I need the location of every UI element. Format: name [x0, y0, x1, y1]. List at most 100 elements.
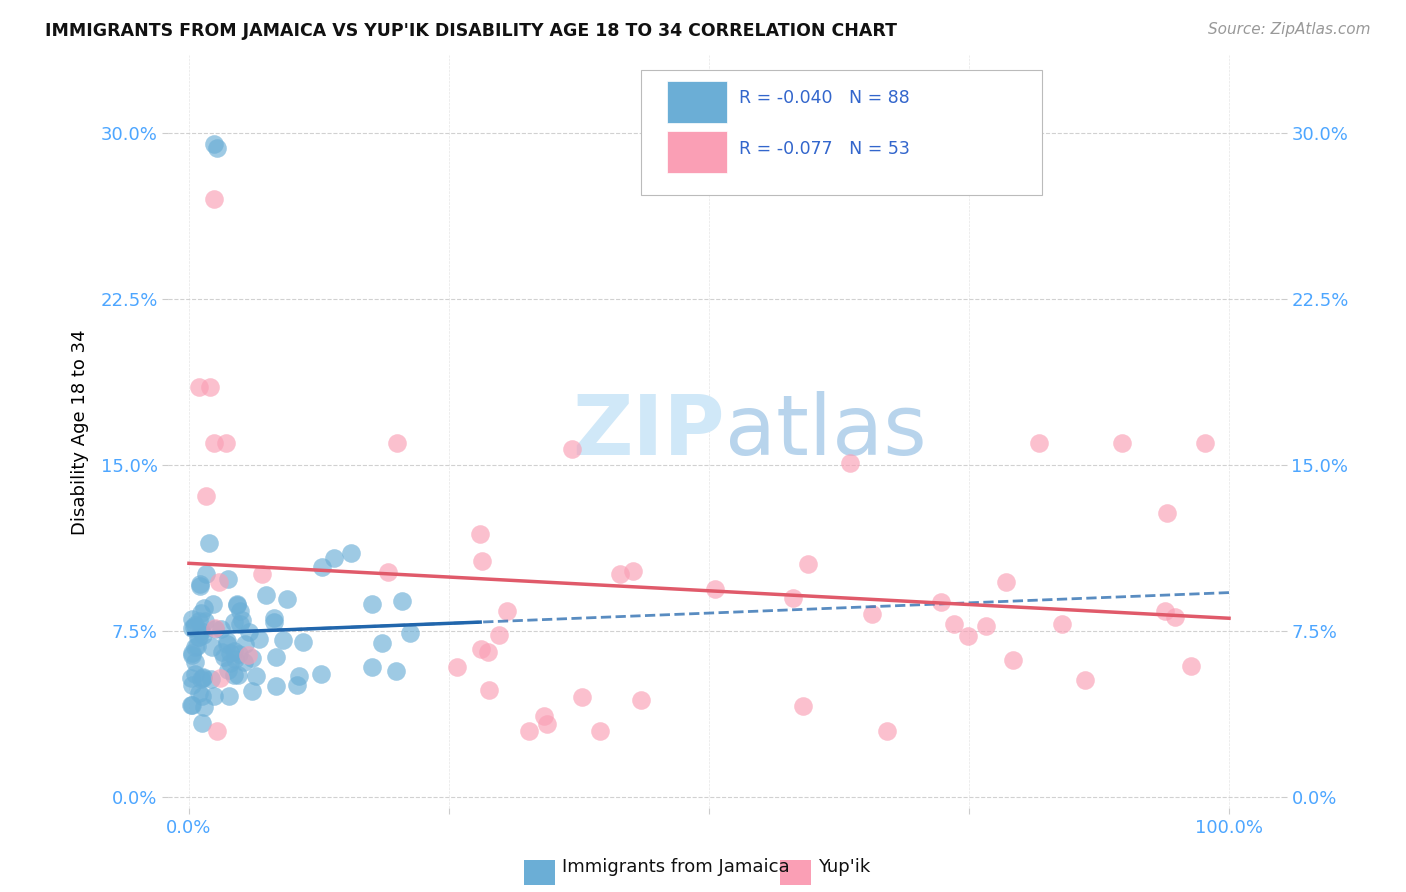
Point: [311, 560, 333, 574]
Point: [235, 637, 257, 651]
Point: [536, 717, 558, 731]
Point: [470, 642, 492, 657]
Point: [208, 575, 231, 590]
Point: [488, 628, 510, 642]
Point: [1156, 506, 1178, 520]
Point: [288, 669, 311, 683]
Point: [226, 598, 249, 612]
Point: [190, 624, 212, 638]
Point: [218, 689, 240, 703]
Point: [1194, 435, 1216, 450]
Point: [193, 601, 215, 615]
Point: [446, 660, 468, 674]
Text: Source: ZipAtlas.com: Source: ZipAtlas.com: [1208, 22, 1371, 37]
Point: [228, 648, 250, 662]
Point: [360, 659, 382, 673]
Point: [184, 618, 207, 632]
Point: [398, 625, 420, 640]
Text: Immigrants from Jamaica: Immigrants from Jamaica: [562, 858, 790, 876]
Point: [183, 620, 205, 634]
Point: [387, 435, 409, 450]
Point: [212, 650, 235, 665]
Point: [208, 671, 231, 685]
Point: [191, 628, 214, 642]
Point: [1180, 659, 1202, 673]
Point: [225, 598, 247, 612]
Point: [215, 637, 238, 651]
Point: [838, 456, 860, 470]
Point: [193, 699, 215, 714]
FancyBboxPatch shape: [666, 131, 727, 173]
Point: [1074, 673, 1097, 687]
Point: [240, 683, 263, 698]
Point: [782, 591, 804, 605]
Point: [232, 655, 254, 669]
Point: [218, 646, 240, 660]
Point: [207, 723, 229, 738]
Point: [184, 640, 207, 654]
Point: [215, 634, 238, 648]
Point: [1164, 609, 1187, 624]
Point: [792, 699, 814, 714]
Point: [876, 723, 898, 738]
Text: Yup'ik: Yup'ik: [818, 858, 870, 876]
Point: [188, 576, 211, 591]
Point: [204, 622, 226, 636]
Point: [291, 634, 314, 648]
Point: [231, 613, 253, 627]
Point: [517, 723, 540, 738]
Point: [957, 629, 980, 643]
Text: IMMIGRANTS FROM JAMAICA VS YUP'IK DISABILITY AGE 18 TO 34 CORRELATION CHART: IMMIGRANTS FROM JAMAICA VS YUP'IK DISABI…: [45, 22, 897, 40]
Point: [630, 692, 652, 706]
Point: [217, 663, 239, 677]
Text: atlas: atlas: [724, 392, 927, 472]
Point: [194, 614, 217, 628]
Point: [471, 553, 494, 567]
Point: [184, 655, 207, 669]
Point: [201, 598, 224, 612]
Point: [194, 566, 217, 581]
Point: [323, 551, 346, 566]
Point: [217, 573, 239, 587]
Point: [589, 723, 612, 738]
Point: [273, 632, 295, 647]
Point: [186, 639, 208, 653]
Point: [242, 650, 264, 665]
Point: [188, 631, 211, 645]
Point: [183, 667, 205, 681]
Point: [238, 624, 260, 639]
Point: [1050, 616, 1073, 631]
Point: [1002, 653, 1025, 667]
Point: [361, 598, 384, 612]
Point: [533, 709, 555, 723]
FancyBboxPatch shape: [666, 81, 727, 123]
Point: [202, 435, 225, 450]
Point: [263, 615, 285, 630]
Point: [224, 652, 246, 666]
Point: [266, 679, 288, 693]
Point: [561, 442, 583, 457]
Point: [974, 619, 997, 633]
Point: [180, 698, 202, 712]
Point: [254, 588, 277, 602]
Point: [252, 567, 274, 582]
Point: [340, 546, 363, 560]
Point: [276, 591, 298, 606]
Point: [264, 649, 287, 664]
Point: [228, 616, 250, 631]
Point: [180, 648, 202, 662]
Point: [193, 670, 215, 684]
Point: [190, 579, 212, 593]
Text: R = -0.077   N = 53: R = -0.077 N = 53: [740, 140, 910, 158]
Point: [181, 612, 204, 626]
Point: [187, 630, 209, 644]
Point: [995, 574, 1018, 589]
Point: [285, 678, 308, 692]
Point: [198, 535, 221, 549]
Point: [222, 615, 245, 629]
Point: [219, 657, 242, 671]
Point: [195, 489, 218, 503]
Point: [181, 646, 204, 660]
Point: [468, 526, 491, 541]
Point: [205, 141, 228, 155]
